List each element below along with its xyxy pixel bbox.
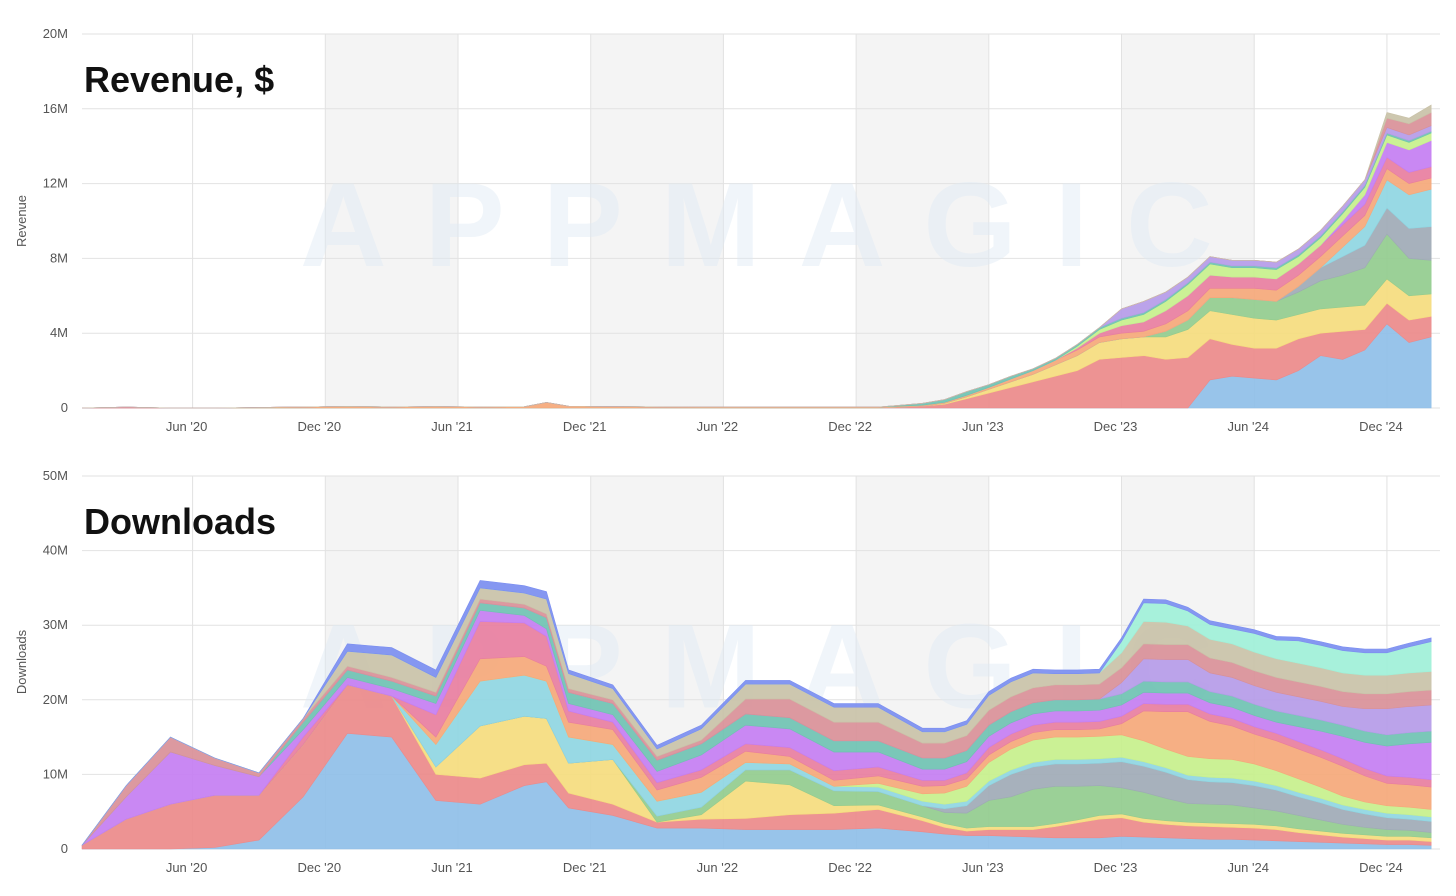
x-tick-label: Dec '23 [1094,860,1138,875]
x-tick-label: Dec '22 [828,860,872,875]
x-tick-label: Jun '22 [697,860,739,875]
x-tick-label: Dec '21 [563,860,607,875]
shaded-band [856,34,989,408]
chart-title: Downloads [84,501,276,542]
y-tick-label: 12M [43,176,68,191]
x-tick-label: Jun '20 [166,419,208,434]
x-tick-label: Jun '21 [431,419,473,434]
chart-title: Revenue, $ [84,59,274,100]
watermark: APPMAGIC [300,158,1251,292]
y-tick-label: 20M [43,26,68,41]
y-tick-label: 16M [43,101,68,116]
y-tick-label: 40M [43,543,68,558]
x-tick-label: Jun '23 [962,860,1004,875]
x-tick-label: Jun '20 [166,860,208,875]
y-tick-label: 0 [61,400,68,415]
y-tick-label: 30M [43,617,68,632]
x-tick-label: Jun '23 [962,419,1004,434]
revenue-chart: APPMAGIC 0 4M 8M 12M 16M 20M Jun '20 Dec '20 Jun … [14,26,1440,434]
x-tick-label: Jun '24 [1227,419,1269,434]
x-tick-label: Dec '24 [1359,860,1403,875]
shaded-band [325,34,458,408]
x-tick-label: Dec '22 [828,419,872,434]
y-tick-label: 0 [61,841,68,856]
x-tick-label: Dec '24 [1359,419,1403,434]
area-series-13 [81,104,1432,409]
x-tick-label: Jun '22 [697,419,739,434]
y-axis-label: Revenue [14,195,29,247]
x-tick-label: Dec '21 [563,419,607,434]
y-tick-label: 8M [50,250,68,265]
x-tick-label: Dec '20 [297,860,341,875]
x-tick-label: Jun '21 [431,860,473,875]
x-tick-label: Dec '20 [297,419,341,434]
area-series-15 [81,580,1432,846]
y-tick-label: 20M [43,692,68,707]
shaded-band [590,34,724,408]
y-axis-label: Downloads [14,629,29,694]
y-tick-label: 4M [50,325,68,340]
x-tick-label: Dec '23 [1094,419,1138,434]
x-tick-label: Jun '24 [1227,860,1269,875]
y-tick-label: 50M [43,468,68,483]
y-tick-label: 10M [43,766,68,781]
